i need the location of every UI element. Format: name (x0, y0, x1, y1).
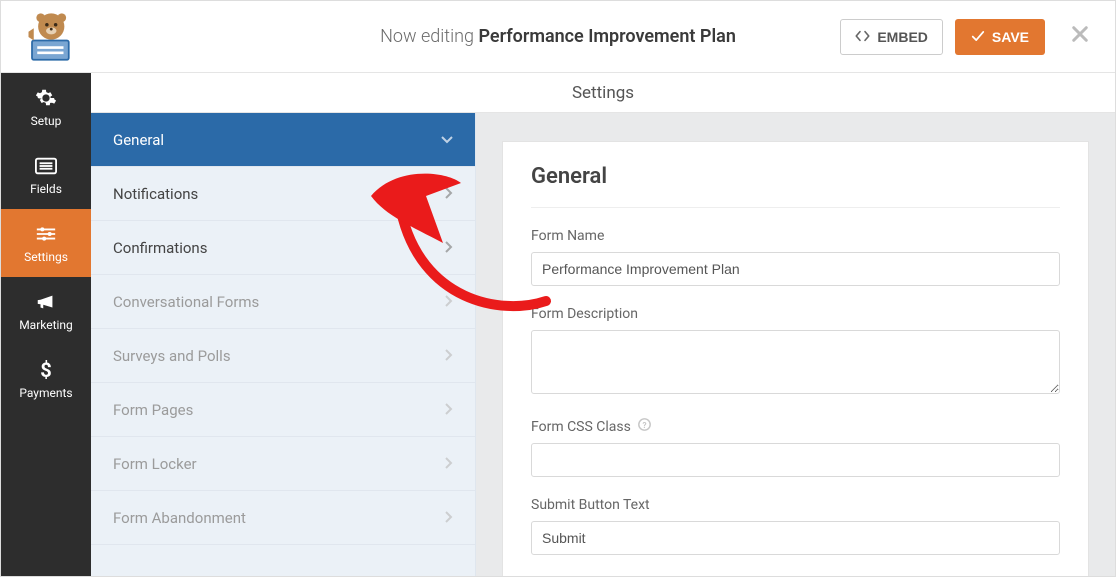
inner-header-title: Settings (572, 83, 634, 103)
settings-item-label: Form Locker (113, 455, 197, 473)
svg-text:$: $ (40, 359, 51, 381)
nav-label: Settings (24, 250, 68, 264)
field-form-css-class: Form CSS Class ? (531, 418, 1060, 477)
settings-item-label: Surveys and Polls (113, 347, 231, 365)
nav-label: Marketing (19, 318, 73, 332)
general-settings-panel: General Form Name Form Description Form … (502, 141, 1089, 576)
nav-setup[interactable]: Setup (1, 73, 91, 141)
save-label: SAVE (992, 29, 1029, 45)
chevron-right-icon (445, 185, 453, 203)
top-actions: EMBED SAVE (840, 18, 1095, 55)
settings-item-form-pages[interactable]: Form Pages (91, 383, 475, 437)
main-area: Setup Fields Settings Marketing (1, 73, 1115, 576)
settings-item-surveys-polls[interactable]: Surveys and Polls (91, 329, 475, 383)
close-button[interactable] (1057, 18, 1095, 55)
editing-prefix: Now editing (380, 26, 474, 47)
inner-header: Settings (91, 73, 1115, 113)
nav-settings[interactable]: Settings (1, 209, 91, 277)
chevron-right-icon (445, 455, 453, 473)
list-icon (35, 155, 57, 177)
panel-heading: General (531, 164, 1060, 189)
inner-body: General Notifications Confirmations (91, 113, 1115, 576)
settings-sidebar: General Notifications Confirmations (91, 113, 476, 576)
form-name-input[interactable] (531, 252, 1060, 286)
form-description-input[interactable] (531, 330, 1060, 394)
app-logo (21, 5, 85, 69)
save-button[interactable]: SAVE (955, 19, 1045, 55)
settings-item-label: Form Abandonment (113, 509, 246, 527)
settings-panel-wrap: General Form Name Form Description Form … (476, 113, 1115, 576)
field-form-description: Form Description (531, 306, 1060, 398)
nav-label: Fields (30, 182, 62, 196)
field-form-name: Form Name (531, 228, 1060, 286)
settings-item-notifications[interactable]: Notifications (91, 167, 475, 221)
inner-column: Settings General Notifications (91, 73, 1115, 576)
chevron-right-icon (445, 401, 453, 419)
settings-item-form-locker[interactable]: Form Locker (91, 437, 475, 491)
settings-item-label: Notifications (113, 185, 198, 203)
settings-item-label: Form Pages (113, 401, 193, 419)
nav-payments[interactable]: $ Payments (1, 345, 91, 413)
form-css-class-label: Form CSS Class ? (531, 418, 1060, 435)
code-icon (855, 29, 870, 45)
editing-form-title: Performance Improvement Plan (479, 26, 736, 47)
megaphone-icon (35, 291, 57, 313)
embed-button[interactable]: EMBED (840, 19, 943, 55)
settings-item-label: Confirmations (113, 239, 207, 257)
settings-item-confirmations[interactable]: Confirmations (91, 221, 475, 275)
nav-marketing[interactable]: Marketing (1, 277, 91, 345)
divider (531, 207, 1060, 208)
gear-icon (35, 87, 57, 109)
form-css-class-input[interactable] (531, 443, 1060, 477)
chevron-right-icon (445, 293, 453, 311)
bear-logo-icon (25, 9, 81, 65)
check-icon (971, 29, 985, 45)
form-name-label: Form Name (531, 228, 1060, 244)
submit-button-text-label: Submit Button Text (531, 497, 1060, 513)
settings-item-general[interactable]: General (91, 113, 475, 167)
nav-label: Payments (19, 386, 72, 400)
primary-nav: Setup Fields Settings Marketing (1, 73, 91, 576)
embed-label: EMBED (877, 29, 928, 45)
settings-item-conversational-forms[interactable]: Conversational Forms (91, 275, 475, 329)
sliders-icon (35, 223, 57, 245)
settings-item-label: General (113, 131, 164, 149)
form-description-label: Form Description (531, 306, 1060, 322)
top-bar: Now editing Performance Improvement Plan… (1, 1, 1115, 73)
settings-item-label: Conversational Forms (113, 293, 259, 311)
close-icon (1071, 25, 1089, 43)
settings-item-form-abandonment[interactable]: Form Abandonment (91, 491, 475, 545)
nav-label: Setup (31, 114, 62, 128)
field-submit-button-text: Submit Button Text (531, 497, 1060, 555)
svg-text:?: ? (643, 420, 647, 430)
nav-fields[interactable]: Fields (1, 141, 91, 209)
dollar-icon: $ (35, 359, 57, 381)
form-css-class-label-text: Form CSS Class (531, 419, 631, 435)
chevron-right-icon (445, 347, 453, 365)
chevron-down-icon (441, 131, 453, 149)
chevron-right-icon (445, 509, 453, 527)
submit-button-text-input[interactable] (531, 521, 1060, 555)
chevron-right-icon (445, 239, 453, 257)
help-icon[interactable]: ? (638, 420, 651, 435)
